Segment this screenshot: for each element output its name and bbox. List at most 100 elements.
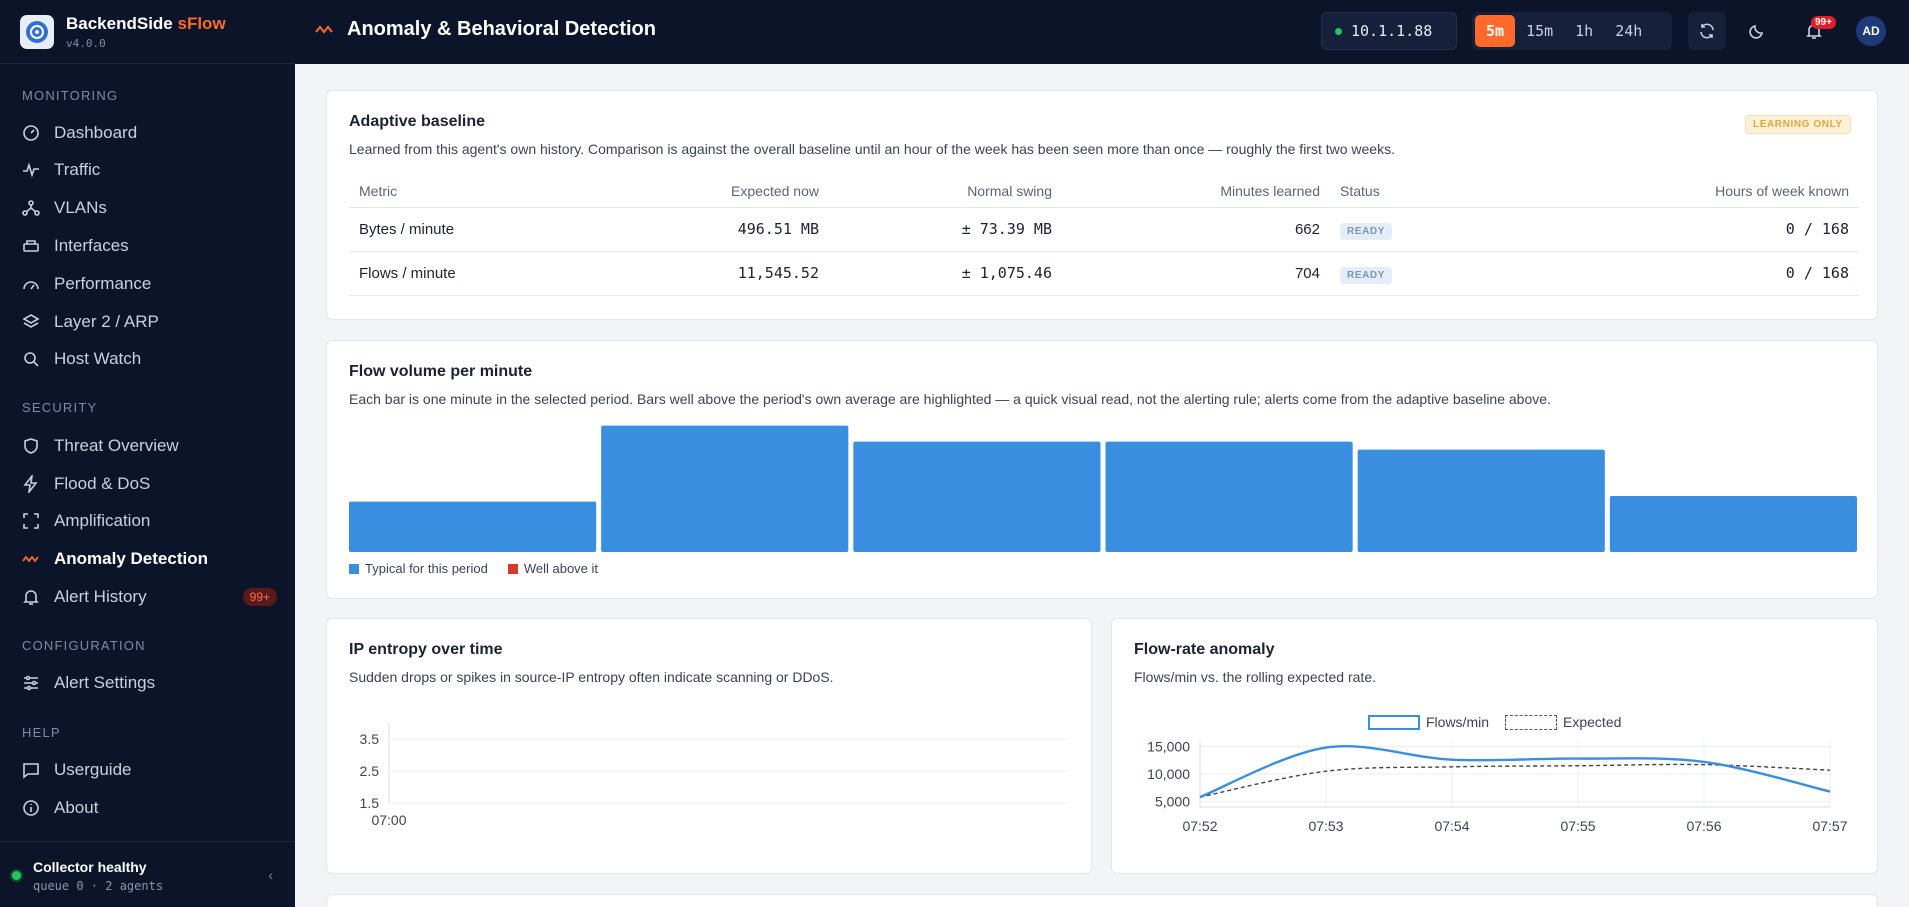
card-subtitle: Flows/min vs. the rolling expected rate.	[1134, 669, 1376, 685]
card-subtitle: Learned from this agent's own history. C…	[349, 141, 1395, 157]
network-icon	[22, 200, 40, 216]
nav-alert-settings[interactable]: Alert Settings	[22, 666, 277, 700]
avatar[interactable]: AD	[1856, 16, 1886, 46]
bolt-icon	[23, 475, 38, 493]
legend-label-above: Well above it	[523, 561, 599, 576]
nav-anomaly-detection[interactable]: Anomaly Detection	[22, 542, 277, 576]
nav-userguide[interactable]: Userguide	[22, 753, 277, 787]
nav-interfaces[interactable]: Interfaces	[22, 229, 277, 263]
flow-rate-card: Flow-rate anomaly Flows/min vs. the roll…	[1111, 618, 1878, 874]
flow-bar[interactable]	[601, 425, 849, 552]
collector-status-detail: queue 0 · 2 agents	[33, 879, 164, 893]
cell-metric: Bytes / minute	[349, 207, 609, 252]
range-5m-button[interactable]: 5m	[1475, 15, 1516, 47]
nav-dashboard[interactable]: Dashboard	[22, 116, 277, 150]
time-range-selector: 5m 15m 1h 24h	[1472, 12, 1672, 50]
cell-hours: 0 / 168	[1480, 251, 1859, 296]
y-tick-label: 15,000	[1147, 739, 1190, 755]
sidebar: BackendSide sFlow v4.0.0 MONITORING Dash…	[0, 0, 295, 907]
range-24h-button[interactable]: 24h	[1615, 22, 1643, 40]
cell-expected: 496.51 MB	[609, 207, 829, 252]
flow-bar[interactable]	[1105, 441, 1353, 552]
ip-entropy-card: IP entropy over time Sudden drops or spi…	[326, 618, 1092, 874]
gauge-icon	[23, 125, 39, 141]
nav-vlans[interactable]: VLANs	[22, 191, 277, 225]
cell-minutes: 662	[1062, 207, 1330, 252]
nav-threat-overview[interactable]: Threat Overview	[22, 429, 277, 463]
cell-hours: 0 / 168	[1480, 207, 1859, 252]
col-status: Status	[1330, 175, 1480, 208]
nav-label: Performance	[54, 274, 152, 293]
pulse-icon	[23, 162, 39, 178]
x-tick-label: 07:56	[1686, 818, 1721, 834]
theme-toggle-button[interactable]	[1738, 12, 1776, 50]
legend-swatch-expected	[1505, 714, 1558, 730]
table-row: Flows / minute 11,545.52 ± 1,075.46 704 …	[349, 251, 1859, 296]
legend-swatch-above	[507, 563, 518, 574]
logo-icon	[20, 14, 54, 49]
y-tick-label: 5,000	[1155, 794, 1190, 810]
bell-icon	[23, 590, 39, 605]
series-line-flows	[1199, 745, 1831, 799]
nav-label: Anomaly Detection	[54, 549, 208, 568]
nav-label: Traffic	[54, 160, 101, 179]
speedometer-icon	[23, 281, 39, 290]
adaptive-baseline-card: Adaptive baseline LEARNING ONLY Learned …	[326, 90, 1878, 320]
range-1h-button[interactable]: 1h	[1575, 22, 1594, 40]
col-minutes: Minutes learned	[1062, 175, 1330, 208]
brand-version: v4.0.0	[66, 36, 106, 50]
x-tick-label: 07:57	[1812, 818, 1847, 834]
nav-label: Host Watch	[54, 349, 142, 368]
collapse-sidebar-icon[interactable]: ‹	[268, 867, 273, 883]
flow-bar[interactable]	[1357, 449, 1605, 552]
nav-amplification[interactable]: Amplification	[22, 504, 277, 538]
layers-icon	[22, 314, 40, 328]
agent-selector[interactable]: 10.1.1.88	[1321, 12, 1457, 50]
search-icon	[24, 352, 39, 367]
message-icon	[23, 763, 39, 779]
series-line-expected	[1199, 763, 1831, 798]
cell-metric: Flows / minute	[349, 251, 609, 296]
moon-icon	[1749, 24, 1764, 39]
nav-label: Alert Settings	[54, 673, 156, 692]
nav-host-watch[interactable]: Host Watch	[22, 342, 277, 376]
col-metric: Metric	[349, 175, 609, 208]
card-subtitle: Each bar is one minute in the selected p…	[349, 391, 1551, 407]
flow-volume-card: Flow volume per minute Each bar is one m…	[326, 340, 1878, 599]
legend-label-expected: Expected	[1563, 714, 1622, 730]
refresh-icon	[1700, 23, 1714, 39]
brand[interactable]: BackendSide sFlow v4.0.0	[0, 0, 295, 64]
nav-performance[interactable]: Performance	[22, 267, 277, 301]
brand-accent: sFlow	[177, 13, 226, 33]
nav-flood-dos[interactable]: Flood & DoS	[22, 467, 277, 501]
section-label-monitoring: MONITORING	[22, 88, 119, 103]
nav-label: Flood & DoS	[54, 474, 151, 493]
col-swing: Normal swing	[829, 175, 1062, 208]
section-label-configuration: CONFIGURATION	[22, 638, 146, 653]
y-tick-label: 2.5	[360, 763, 380, 779]
flow-bar[interactable]	[853, 441, 1101, 552]
nav-alert-history[interactable]: Alert History 99+	[22, 580, 277, 614]
x-tick-label: 07:52	[1182, 818, 1217, 834]
y-tick-label: 3.5	[360, 731, 380, 747]
nav-about[interactable]: About	[22, 791, 277, 825]
y-tick-label: 1.5	[360, 795, 380, 811]
x-tick-label: 07:53	[1308, 818, 1343, 834]
nav-label: Interfaces	[54, 236, 129, 255]
flow-volume-legend: Typical for this period Well above it	[349, 561, 598, 576]
col-hours: Hours of week known	[1480, 175, 1859, 208]
nav-traffic[interactable]: Traffic	[22, 153, 277, 187]
cell-expected: 11,545.52	[609, 251, 829, 296]
health-dot-icon	[12, 871, 21, 880]
nav-layer2-arp[interactable]: Layer 2 / ARP	[22, 305, 277, 339]
flow-bar[interactable]	[349, 501, 597, 552]
cell-status: READY	[1330, 207, 1480, 252]
nav-label: Dashboard	[54, 123, 138, 142]
cell-status: READY	[1330, 251, 1480, 296]
range-15m-button[interactable]: 15m	[1526, 22, 1554, 40]
refresh-button[interactable]	[1688, 12, 1726, 50]
collector-status-title: Collector healthy	[33, 859, 147, 875]
wave-icon	[22, 555, 39, 563]
col-expected: Expected now	[609, 175, 829, 208]
flow-bar[interactable]	[1609, 496, 1857, 552]
